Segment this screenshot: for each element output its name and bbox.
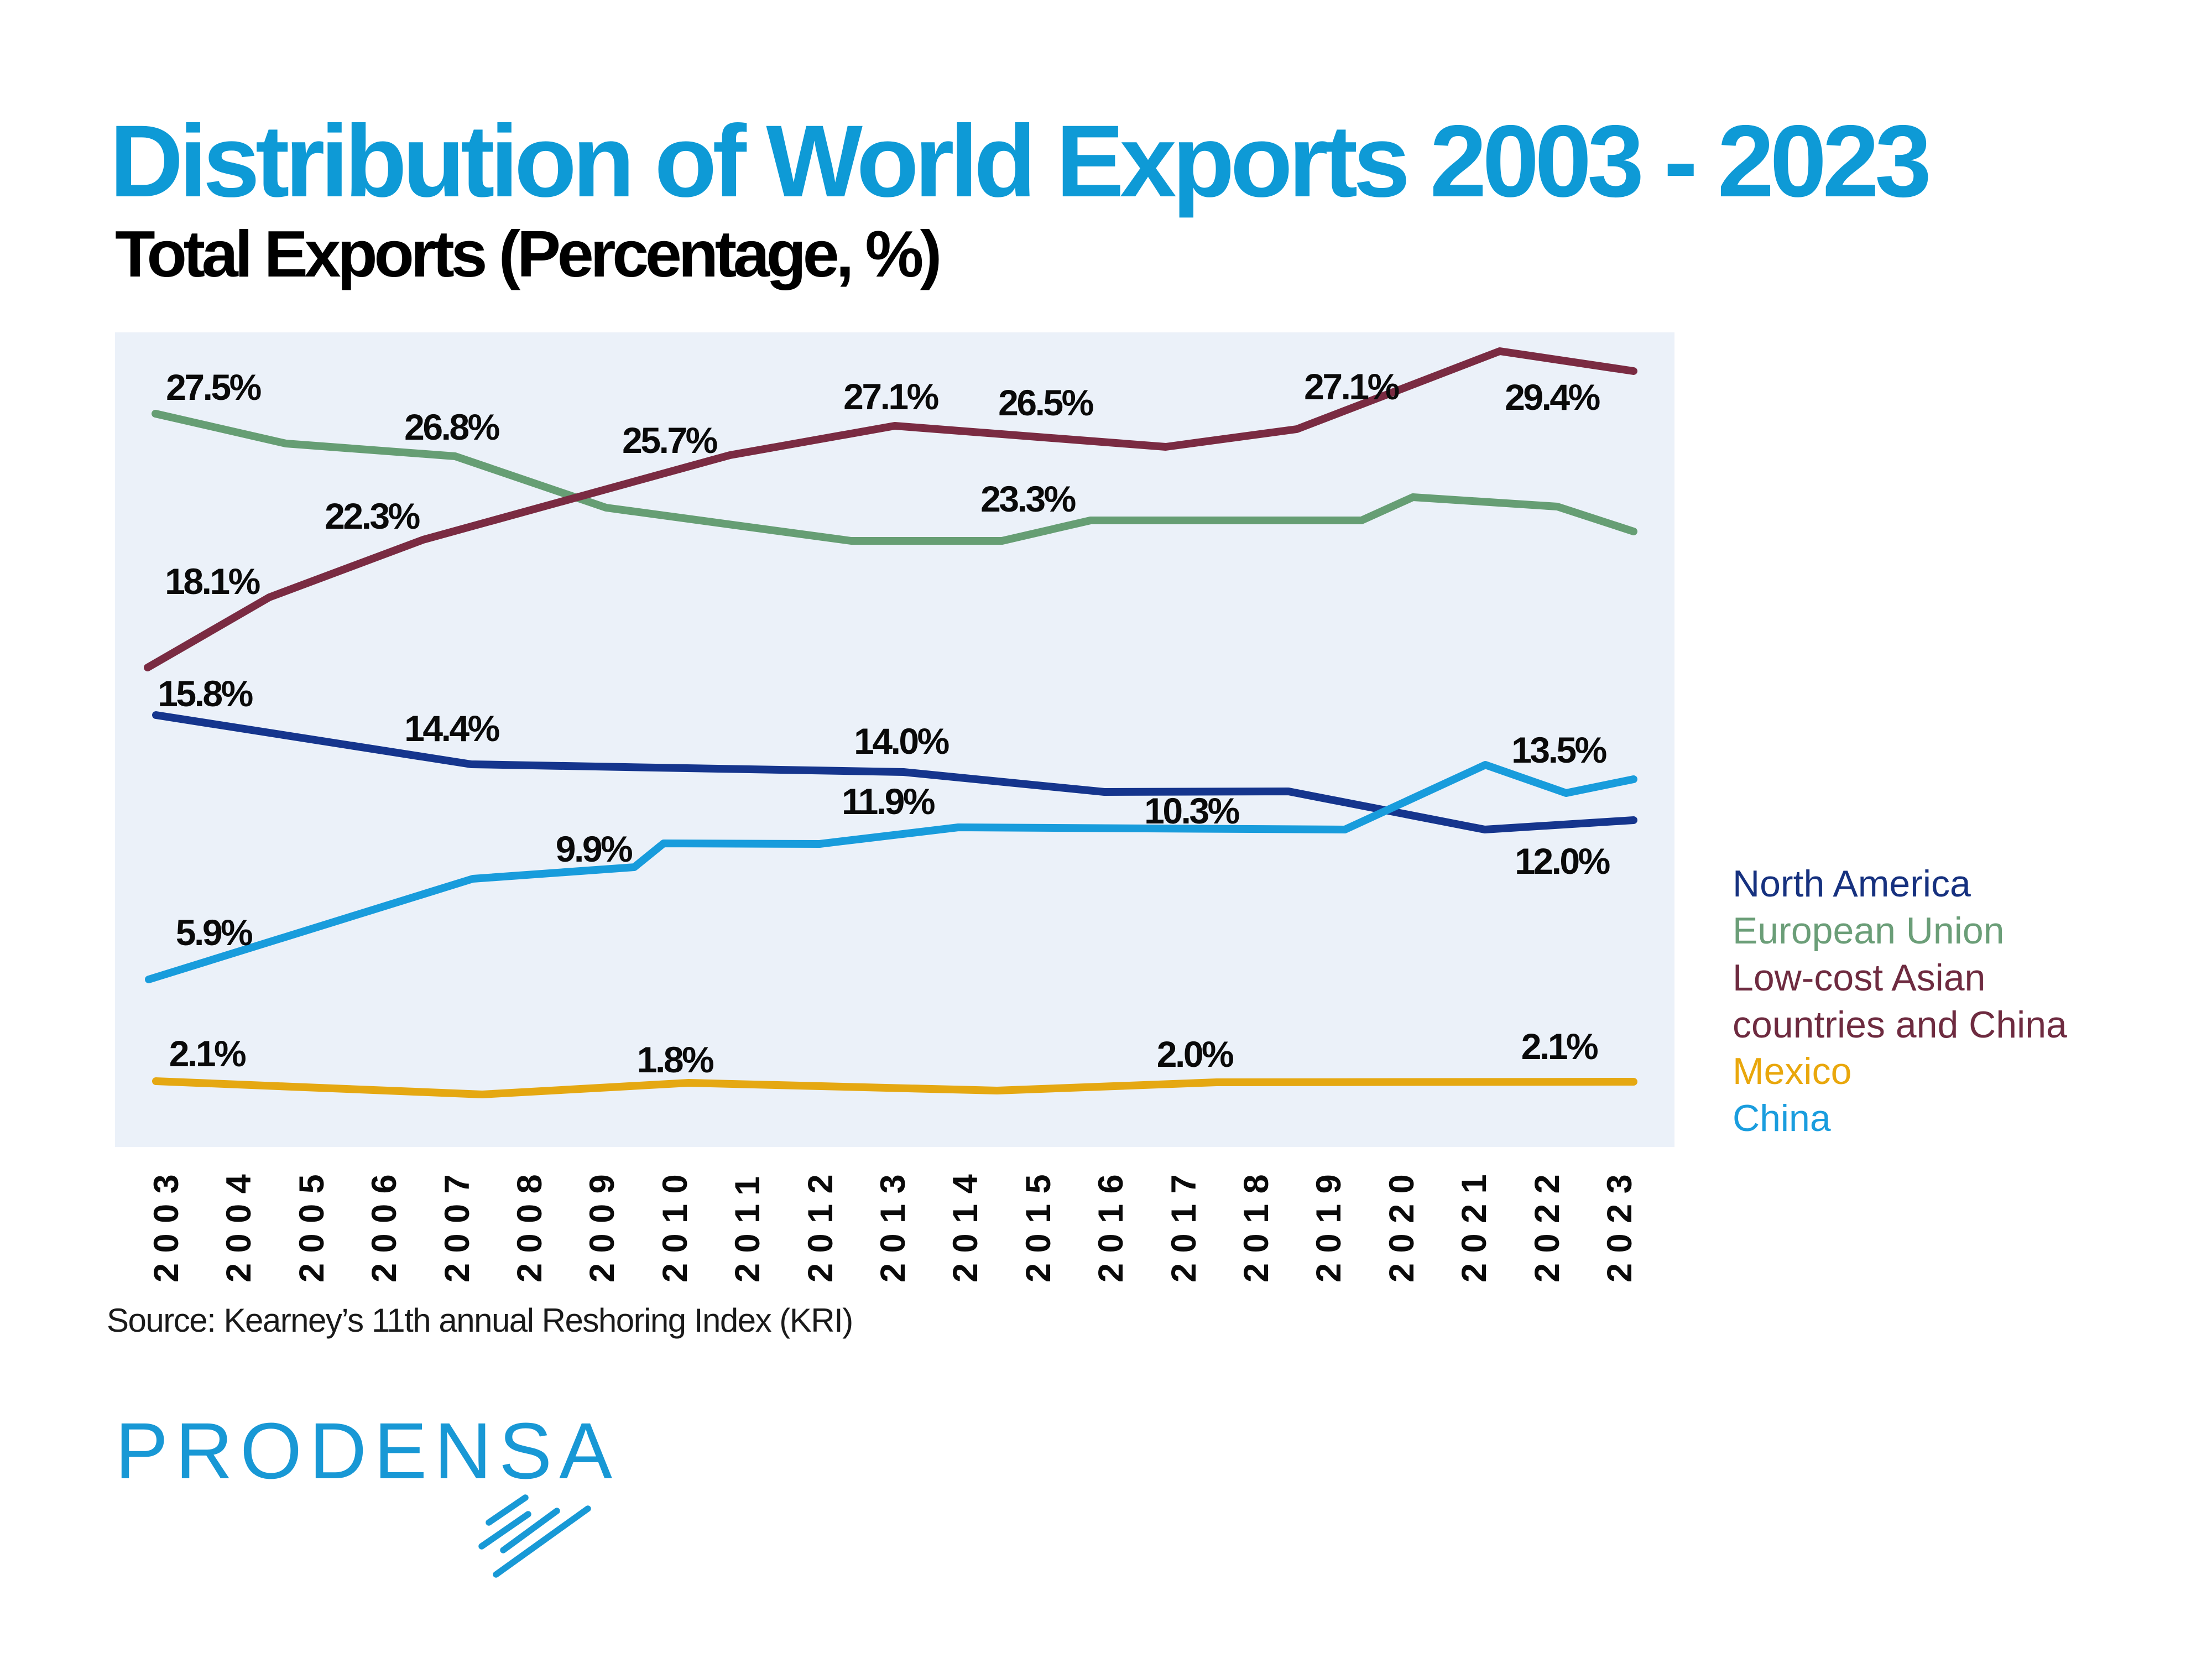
svg-text:14.0%: 14.0% — [854, 721, 948, 762]
svg-text:15.8%: 15.8% — [158, 673, 252, 714]
svg-text:2010: 2010 — [656, 1164, 695, 1282]
svg-text:2.1%: 2.1% — [169, 1033, 246, 1074]
svg-text:2.0%: 2.0% — [1157, 1034, 1233, 1075]
svg-text:13.5%: 13.5% — [1511, 729, 1606, 770]
svg-text:Distribution of World Exports: Distribution of World Exports 2003 - 202… — [109, 105, 1928, 218]
svg-text:2020: 2020 — [1383, 1164, 1421, 1282]
svg-text:PRODENSA: PRODENSA — [115, 1406, 619, 1495]
svg-text:2018: 2018 — [1237, 1164, 1276, 1282]
svg-text:countries and China: countries and China — [1733, 1004, 2067, 1046]
svg-text:2017: 2017 — [1165, 1164, 1203, 1282]
svg-text:Low-cost Asian: Low-cost Asian — [1733, 957, 1985, 999]
svg-text:2.1%: 2.1% — [1521, 1026, 1598, 1067]
svg-text:2012: 2012 — [801, 1164, 840, 1282]
svg-text:2008: 2008 — [510, 1164, 549, 1282]
svg-text:Mexico: Mexico — [1733, 1050, 1851, 1092]
svg-text:11.9%: 11.9% — [842, 781, 935, 822]
svg-text:2015: 2015 — [1019, 1164, 1058, 1282]
svg-text:2009: 2009 — [583, 1164, 622, 1282]
svg-text:26.8%: 26.8% — [404, 406, 499, 447]
svg-text:27.5%: 27.5% — [166, 367, 260, 408]
svg-text:29.4%: 29.4% — [1505, 377, 1599, 418]
svg-text:North America: North America — [1733, 863, 1971, 905]
svg-text:2021: 2021 — [1455, 1164, 1494, 1282]
svg-text:1.8%: 1.8% — [637, 1039, 713, 1080]
svg-text:18.1%: 18.1% — [165, 561, 259, 602]
svg-text:5.9%: 5.9% — [176, 912, 252, 953]
svg-text:25.7%: 25.7% — [622, 420, 717, 461]
svg-text:Source: Kearney’s 11th annual: Source: Kearney’s 11th annual Reshoring … — [107, 1302, 853, 1339]
svg-text:9.9%: 9.9% — [556, 828, 632, 869]
svg-text:Total Exports (Percentage, %): Total Exports (Percentage, %) — [115, 217, 939, 291]
svg-text:2011: 2011 — [728, 1166, 767, 1282]
svg-text:2022: 2022 — [1528, 1164, 1567, 1282]
svg-text:2006: 2006 — [365, 1164, 404, 1282]
svg-text:2003: 2003 — [147, 1164, 186, 1282]
svg-text:China: China — [1733, 1097, 1831, 1139]
svg-text:2019: 2019 — [1310, 1164, 1348, 1282]
svg-text:22.3%: 22.3% — [325, 496, 419, 536]
svg-text:2007: 2007 — [438, 1164, 477, 1282]
svg-text:26.5%: 26.5% — [998, 382, 1093, 423]
svg-text:10.3%: 10.3% — [1144, 790, 1239, 831]
svg-text:23.3%: 23.3% — [980, 478, 1075, 519]
svg-text:14.4%: 14.4% — [404, 708, 499, 749]
svg-text:2016: 2016 — [1092, 1164, 1130, 1282]
svg-text:2014: 2014 — [946, 1164, 985, 1282]
svg-text:27.1%: 27.1% — [1304, 366, 1399, 407]
svg-text:2004: 2004 — [220, 1164, 258, 1282]
svg-text:2023: 2023 — [1600, 1164, 1639, 1282]
svg-text:27.1%: 27.1% — [843, 376, 938, 417]
svg-text:12.0%: 12.0% — [1515, 841, 1609, 882]
svg-text:European Union: European Union — [1733, 910, 2004, 952]
svg-text:2005: 2005 — [293, 1164, 331, 1282]
svg-text:2013: 2013 — [874, 1164, 912, 1282]
